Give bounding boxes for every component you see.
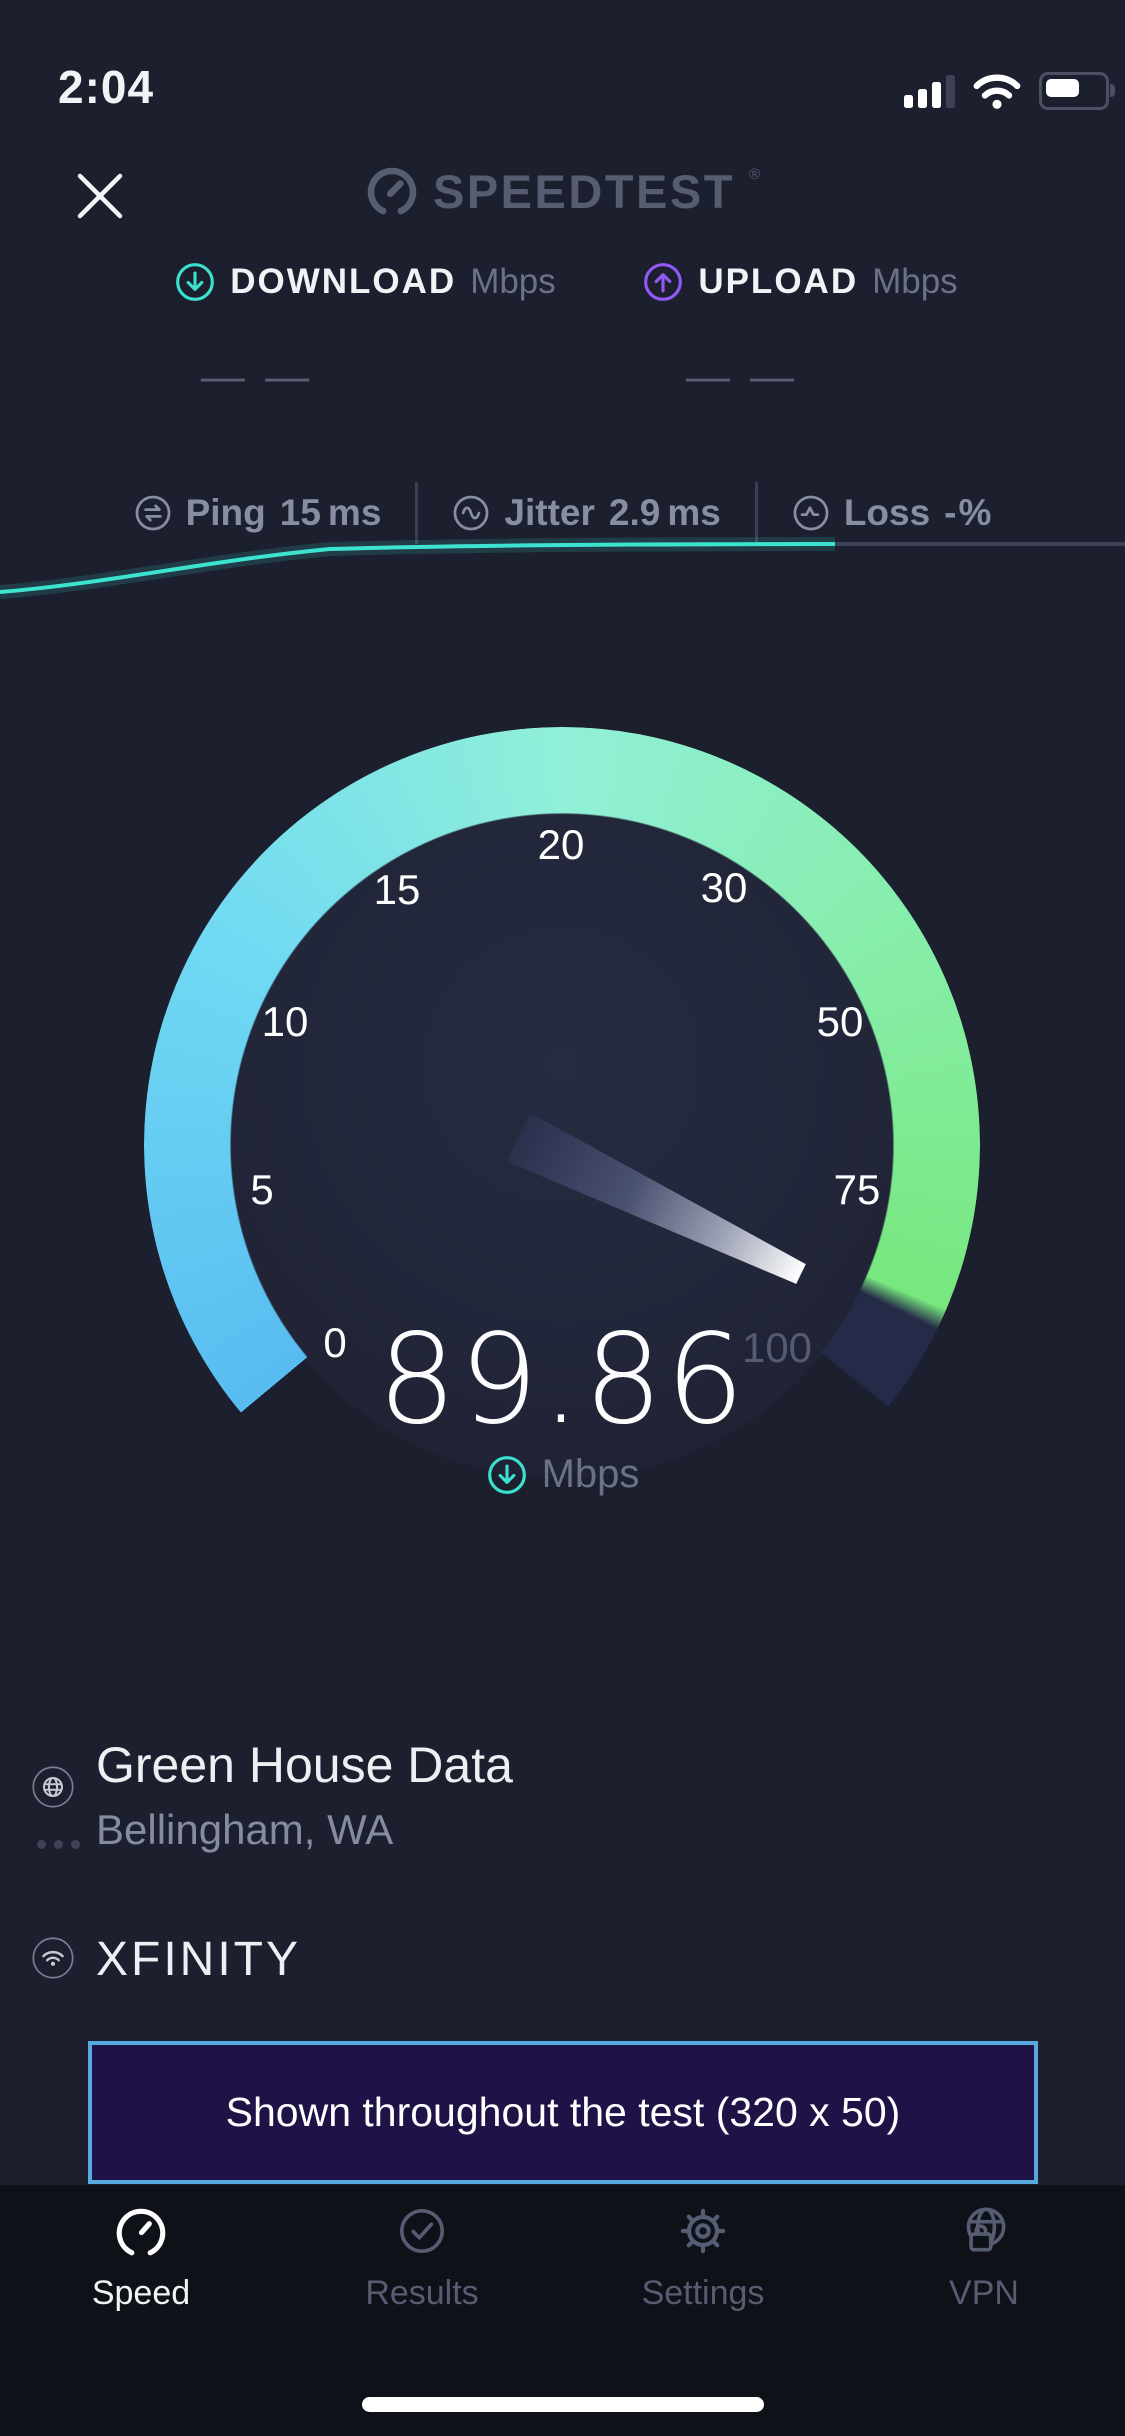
ping-label: Ping (185, 492, 266, 533)
isp-wifi-icon (32, 1937, 74, 1979)
upload-header: UPLOAD Mbps (620, 258, 980, 306)
gear-icon (680, 2208, 726, 2254)
ad-text: Shown throughout the test (320 x 50) (225, 2089, 901, 2135)
upload-unit: Mbps (872, 262, 958, 301)
download-unit: Mbps (470, 262, 556, 301)
speedtest-logo: SPEEDTEST ® (0, 164, 1125, 219)
upload-label: UPLOAD (698, 262, 859, 301)
jitter-unit: ms (667, 492, 721, 533)
gauge-unit-label: Mbps (541, 1452, 640, 1496)
ping-metric: Ping 15 ms (134, 492, 382, 534)
gauge-value: 89.86 (377, 1308, 748, 1452)
loss-icon (793, 495, 829, 531)
isp-name: XFINITY (96, 1933, 302, 1986)
loss-label: Loss (843, 492, 931, 533)
wifi-status-icon (971, 72, 1023, 110)
ping-value: 15 (279, 492, 321, 533)
tab-results[interactable]: Results (322, 2202, 522, 2313)
ad-banner[interactable]: Shown throughout the test (320 x 50) (88, 2041, 1038, 2184)
download-value-placeholder: — — (200, 352, 314, 401)
download-arrow-icon (176, 263, 215, 301)
download-header: DOWNLOAD Mbps (150, 258, 580, 306)
gauge-icon (116, 2208, 166, 2256)
globe-lock-icon (966, 2207, 1006, 2252)
gauge-tick: 75 (833, 1166, 881, 1213)
battery-icon (1039, 72, 1115, 110)
server-location: Bellingham, WA (96, 1806, 394, 1853)
divider (415, 482, 419, 544)
gauge-tick: 5 (250, 1166, 274, 1213)
tab-label: Results (365, 2274, 479, 2312)
loss-metric: Loss -% (792, 492, 992, 534)
metrics-row: Ping 15 ms Jitter 2.9 ms Loss -% (0, 482, 1125, 544)
tab-label: Speed (91, 2274, 191, 2312)
jitter-value: 2.9 (608, 492, 661, 533)
tab-vpn[interactable]: VPN (884, 2202, 1084, 2313)
loss-unit: % (958, 492, 992, 533)
chart-line-teal (0, 542, 836, 594)
gauge-tick: 50 (816, 998, 864, 1045)
upload-value-placeholder: — — (685, 352, 799, 401)
home-indicator[interactable] (362, 2397, 764, 2412)
divider (754, 482, 758, 544)
gauge-unit-row: Mbps (0, 1452, 1125, 1497)
jitter-metric: Jitter 2.9 ms (452, 492, 721, 534)
gauge-tick: 10 (261, 998, 309, 1045)
chart-line-glow (0, 537, 836, 599)
registered-mark: ® (748, 166, 760, 183)
server-more-menu[interactable] (37, 1840, 80, 1849)
download-label: DOWNLOAD (230, 262, 457, 301)
close-button[interactable] (72, 168, 128, 224)
status-icons (904, 72, 1115, 110)
status-time: 2:04 (58, 61, 155, 113)
logo-text: SPEEDTEST (432, 165, 735, 218)
gauge-tick: 0 (323, 1319, 347, 1366)
check-circle-icon (399, 2208, 445, 2254)
tab-bar (0, 2185, 1125, 2436)
logo-gauge-icon (367, 167, 417, 214)
server-name: Green House Data (96, 1737, 513, 1793)
tab-label: VPN (949, 2274, 1019, 2312)
gauge-tick: 15 (373, 866, 421, 913)
gauge-tick: 20 (537, 821, 585, 868)
close-icon (77, 173, 123, 219)
ping-unit: ms (327, 492, 382, 533)
download-arrow-icon (487, 1455, 526, 1494)
gauge-tick: 30 (700, 864, 748, 911)
gauge-tick: 100 (741, 1324, 813, 1371)
tab-settings[interactable]: Settings (603, 2202, 803, 2313)
loss-value: - (944, 492, 957, 533)
tab-label: Settings (641, 2274, 765, 2312)
cellular-signal-icon (904, 74, 955, 108)
ping-icon (135, 495, 171, 531)
upload-arrow-icon (644, 263, 683, 301)
tab-speed[interactable]: Speed (41, 2202, 241, 2313)
server-globe-icon (32, 1766, 74, 1808)
jitter-label: Jitter (504, 492, 595, 533)
jitter-icon (453, 495, 489, 531)
